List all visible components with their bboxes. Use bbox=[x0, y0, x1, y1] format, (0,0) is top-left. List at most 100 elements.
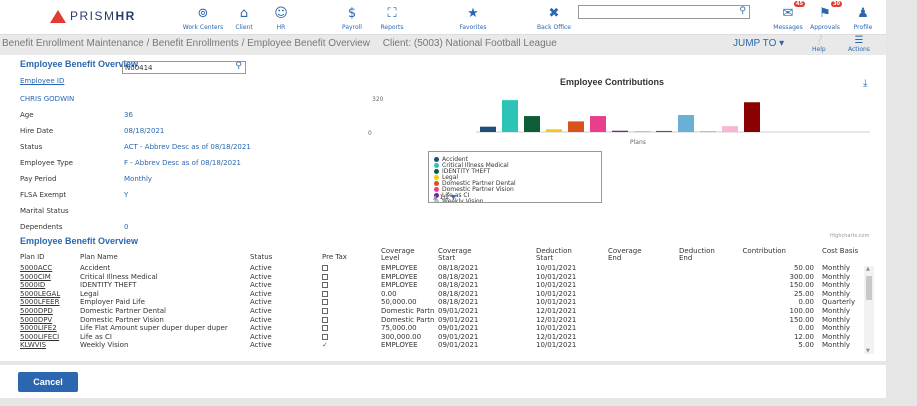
employee-id-label[interactable]: Employee ID bbox=[20, 77, 65, 85]
checkbox-box[interactable] bbox=[322, 299, 328, 306]
table-row[interactable]: 5000LFEER Employer Paid Life Active 50,000.… bbox=[20, 298, 860, 306]
scroll-up-icon[interactable]: ▲ bbox=[866, 266, 870, 272]
chart-bar[interactable] bbox=[656, 130, 672, 132]
nav-favorites[interactable]: ★ Favorites bbox=[448, 4, 498, 31]
breadcrumb-text[interactable]: Benefit Enrollment Maintenance / Benefit… bbox=[2, 38, 370, 49]
global-search-input[interactable]: ⚲ bbox=[578, 5, 750, 19]
column-header[interactable]: Deduction Start bbox=[536, 247, 572, 262]
legend-item[interactable]: Accident bbox=[429, 156, 601, 163]
search-icon[interactable]: ⚲ bbox=[739, 6, 746, 16]
table-row[interactable]: 5000ID IDENTITY THEFT Active EMPLOYEE 08/18/… bbox=[20, 281, 860, 289]
column-header[interactable]: Coverage Level bbox=[381, 247, 415, 262]
prismhr-logo[interactable]: PRISMHR bbox=[50, 9, 136, 23]
chart-bar[interactable] bbox=[480, 126, 496, 132]
table-row[interactable]: 5000CIM Critical Illness Medical Active EMP… bbox=[20, 273, 860, 281]
plan-id-link[interactable]: 5000ACC bbox=[20, 264, 53, 272]
checkbox-box[interactable] bbox=[322, 265, 328, 271]
table-row[interactable]: 5000LEGAL Legal Active 0.00 08/18/2021 10/01/… bbox=[20, 290, 860, 298]
column-header[interactable]: Coverage End bbox=[608, 247, 642, 262]
download-icon[interactable]: ⤓ bbox=[863, 78, 868, 89]
plan-id-link[interactable]: 5000LIFE2 bbox=[20, 324, 57, 333]
chart-bar[interactable] bbox=[744, 102, 760, 132]
pretax-checkbox[interactable] bbox=[322, 298, 377, 307]
pretax-checkbox[interactable] bbox=[322, 264, 377, 273]
chart-bar[interactable] bbox=[678, 115, 694, 132]
legend-item[interactable]: Life as CI bbox=[429, 192, 601, 199]
legend-pagination[interactable]: ▲ 1/2 ▼ bbox=[433, 194, 456, 201]
plan-id-link[interactable]: 5000DPD bbox=[20, 307, 53, 315]
chart-bar[interactable] bbox=[722, 126, 738, 132]
nav-reports[interactable]: ⛶ Reports bbox=[367, 4, 417, 31]
pretax-checkbox[interactable] bbox=[322, 273, 377, 282]
legend-item[interactable]: Domestic Partner Vision bbox=[429, 186, 601, 193]
column-header[interactable]: Plan ID bbox=[20, 253, 45, 261]
table-row[interactable]: 5000LIFECI Life as CI Active 300,000.00 09/0… bbox=[20, 333, 860, 341]
chart-bar[interactable] bbox=[546, 129, 562, 132]
column-header[interactable]: Deduction End bbox=[679, 247, 715, 262]
cancel-button[interactable]: Cancel bbox=[18, 372, 78, 392]
legend-prev-icon[interactable]: ▲ bbox=[433, 194, 438, 201]
actions-button[interactable]: ☰ Actions bbox=[848, 35, 870, 53]
plan-id-link[interactable]: 5000DPV bbox=[20, 315, 53, 324]
checkbox-box[interactable] bbox=[322, 316, 328, 323]
checkbox-box[interactable] bbox=[322, 333, 328, 340]
column-header[interactable]: Coverage Start bbox=[438, 247, 472, 262]
pretax-checkbox[interactable] bbox=[322, 307, 377, 316]
plan-id-link[interactable]: 5000LIFECI bbox=[20, 332, 60, 341]
nav-work-centers[interactable]: ⊚ Work Centers bbox=[178, 4, 228, 31]
column-header[interactable]: Cost Basis bbox=[822, 247, 859, 255]
checkbox-box[interactable] bbox=[322, 273, 328, 280]
nav-payroll[interactable]: $ Payroll bbox=[327, 4, 377, 31]
chart-bar[interactable] bbox=[700, 131, 716, 132]
employee-id-field[interactable]: N00414 ⚲ bbox=[122, 61, 246, 74]
table-row[interactable]: 5000DPD Domestic Partner Dental Active Dome… bbox=[20, 307, 860, 315]
chart-bar[interactable] bbox=[502, 100, 518, 132]
column-header[interactable]: Plan Name bbox=[80, 253, 118, 261]
highcharts-credit[interactable]: Highcharts.com bbox=[830, 233, 870, 239]
help-button[interactable]: ❔ Help bbox=[812, 35, 826, 53]
legend-item[interactable]: IDENTITY THEFT bbox=[429, 168, 601, 175]
chart-bar[interactable] bbox=[634, 131, 650, 132]
chart-bar[interactable] bbox=[612, 130, 628, 132]
table-row[interactable]: 5000LIFE2 Life Flat Amount super duper du… bbox=[20, 324, 860, 332]
scroll-down-icon[interactable]: ▼ bbox=[866, 348, 870, 354]
approvals-button[interactable]: ⚑ 30 Approvals bbox=[800, 1, 850, 31]
legend-item[interactable]: Legal bbox=[429, 174, 601, 181]
chart-bar[interactable] bbox=[524, 116, 540, 132]
table-scrollbar[interactable]: ▲ ▼ bbox=[864, 266, 874, 354]
checkbox-box[interactable] bbox=[322, 282, 328, 289]
checkbox-box[interactable] bbox=[322, 325, 328, 332]
scroll-thumb[interactable] bbox=[866, 276, 872, 300]
employee-lookup-icon[interactable]: ⚲ bbox=[235, 61, 242, 71]
messages-button[interactable]: ✉ 45 Messages bbox=[763, 1, 813, 31]
plan-id-link[interactable]: 5000LEGAL bbox=[20, 289, 61, 298]
column-header[interactable]: Contribution bbox=[742, 247, 786, 255]
pretax-checkbox[interactable] bbox=[322, 324, 377, 333]
pretax-checkbox[interactable] bbox=[322, 281, 377, 290]
pretax-checkbox[interactable] bbox=[322, 316, 377, 325]
chart-bar[interactable] bbox=[590, 116, 606, 132]
table-row[interactable]: 5000ACC Accident Active EMPLOYEE 08/18/2021 1… bbox=[20, 264, 860, 272]
column-header[interactable]: Pre Tax bbox=[322, 253, 347, 261]
table-row[interactable]: KLWVIS Weekly Vision Active ✓ EMPLOYEE 09/01/… bbox=[20, 341, 860, 349]
nav-hr[interactable]: ☺ HR bbox=[256, 4, 306, 31]
legend-item[interactable]: Critical Illness Medical bbox=[429, 162, 601, 169]
legend-item[interactable]: Domestic Partner Dental bbox=[429, 180, 601, 187]
plan-id-link[interactable]: 5000LFEER bbox=[20, 298, 60, 307]
nav-client[interactable]: ⌂ Client bbox=[219, 4, 269, 31]
checkbox-box[interactable] bbox=[322, 290, 328, 297]
nav-back-office[interactable]: ✖ Back Office bbox=[529, 4, 579, 31]
table-row[interactable]: 5000DPV Domestic Partner Vision Active Dome… bbox=[20, 316, 860, 324]
plan-id-link[interactable]: 5000ID bbox=[20, 281, 46, 290]
legend-next-icon[interactable]: ▼ bbox=[451, 194, 456, 201]
pretax-checkbox[interactable] bbox=[322, 333, 377, 342]
plan-id-link[interactable]: 5000CIM bbox=[20, 272, 51, 281]
chart-bar[interactable] bbox=[568, 121, 584, 132]
pretax-checkbox[interactable] bbox=[322, 290, 377, 299]
legend-item[interactable]: Weekly Vision bbox=[429, 198, 601, 202]
pretax-checkbox[interactable]: ✓ bbox=[322, 341, 328, 350]
column-header[interactable]: Status bbox=[250, 253, 273, 261]
checkbox-box[interactable] bbox=[322, 308, 328, 314]
jump-to-dropdown[interactable]: JUMP TO ▾ bbox=[733, 38, 785, 49]
plan-id-link[interactable]: KLWVIS bbox=[20, 341, 47, 350]
